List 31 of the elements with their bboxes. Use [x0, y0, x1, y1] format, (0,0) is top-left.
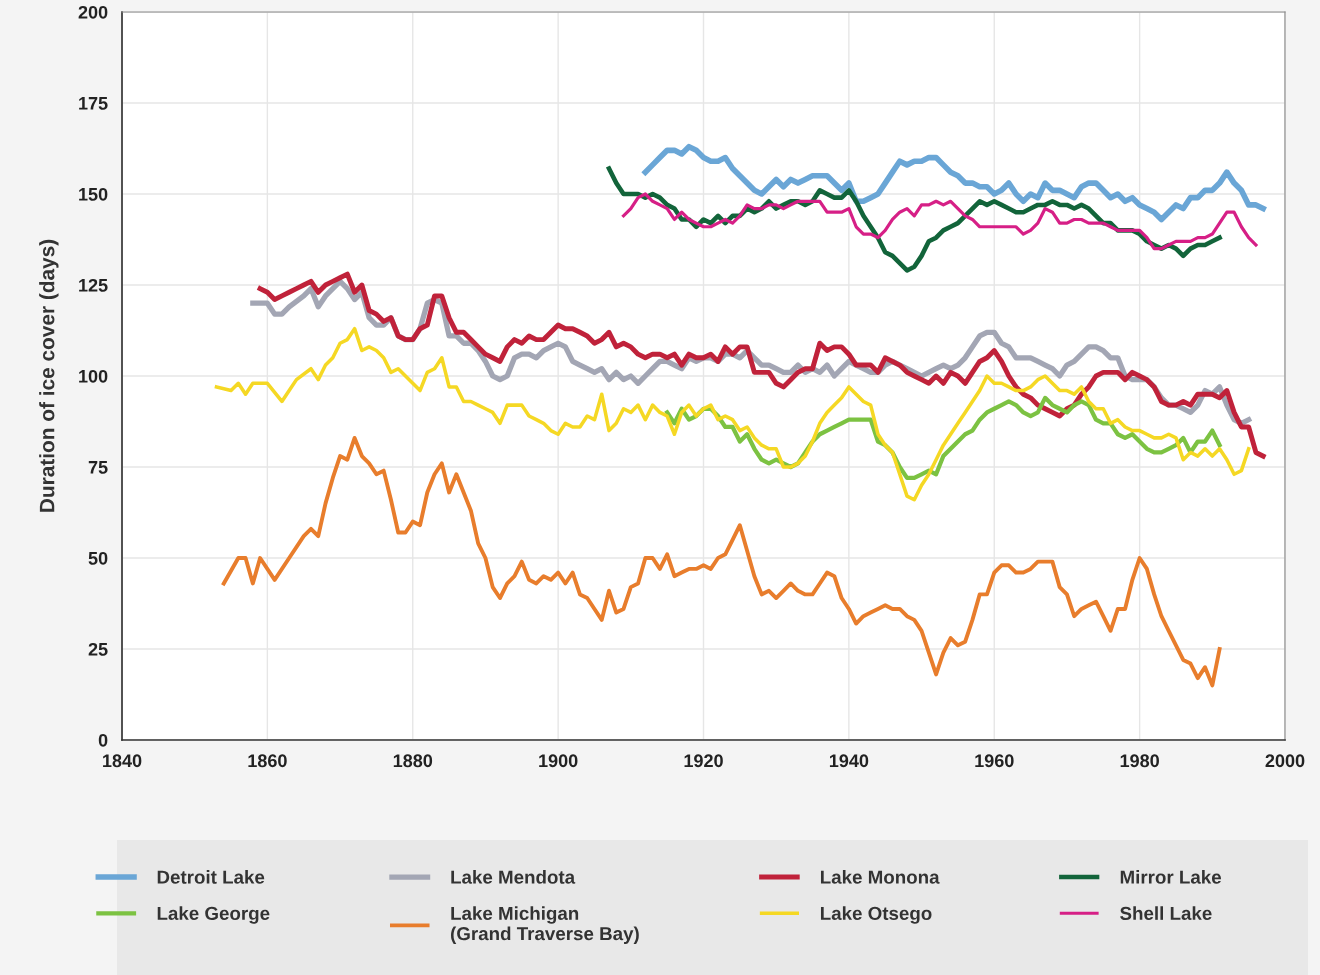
x-tick-label: 1880: [393, 754, 433, 768]
line-series: [621, 192, 1258, 251]
y-tick-label: 0: [98, 733, 108, 747]
x-tick-label: 1940: [829, 754, 869, 768]
x-tick-label: 2000: [1265, 754, 1305, 768]
y-tick-label: 100: [79, 369, 108, 383]
y-tick-label: 125: [79, 278, 108, 292]
x-tick-label: 1920: [684, 754, 723, 768]
legend-label: Lake Otsego: [820, 906, 932, 924]
y-tick-label: 150: [79, 187, 108, 201]
y-tick-label: 175: [79, 97, 108, 110]
x-tick-label: 1900: [539, 754, 578, 768]
legend-label: Lake Mendota: [451, 870, 576, 884]
line-series: [257, 271, 1266, 459]
legend-label: Detroit Lake: [157, 870, 265, 884]
legend-label: Lake Michigan (Grand Traverse Bay): [451, 906, 639, 944]
x-tick-label: 1860: [248, 754, 287, 768]
legend-label: Mirror Lake: [1120, 870, 1221, 884]
y-tick-label: 200: [78, 5, 108, 19]
x-tick-label: 1980: [1120, 754, 1159, 768]
y-axis-title: Duration of ice cover (days): [39, 239, 59, 512]
legend-label: Lake Monona: [820, 870, 940, 884]
line-series: [214, 326, 1251, 502]
y-tick-label: 50: [88, 551, 108, 565]
line-series: [221, 435, 1222, 688]
x-tick-label: 1840: [103, 754, 142, 768]
legend-label: Lake George: [157, 906, 270, 924]
y-tick-label: 75: [88, 461, 108, 474]
y-tick-label: 25: [88, 642, 108, 656]
x-tick-label: 1960: [975, 754, 1014, 768]
legend-label: Shell Lake: [1120, 906, 1212, 921]
